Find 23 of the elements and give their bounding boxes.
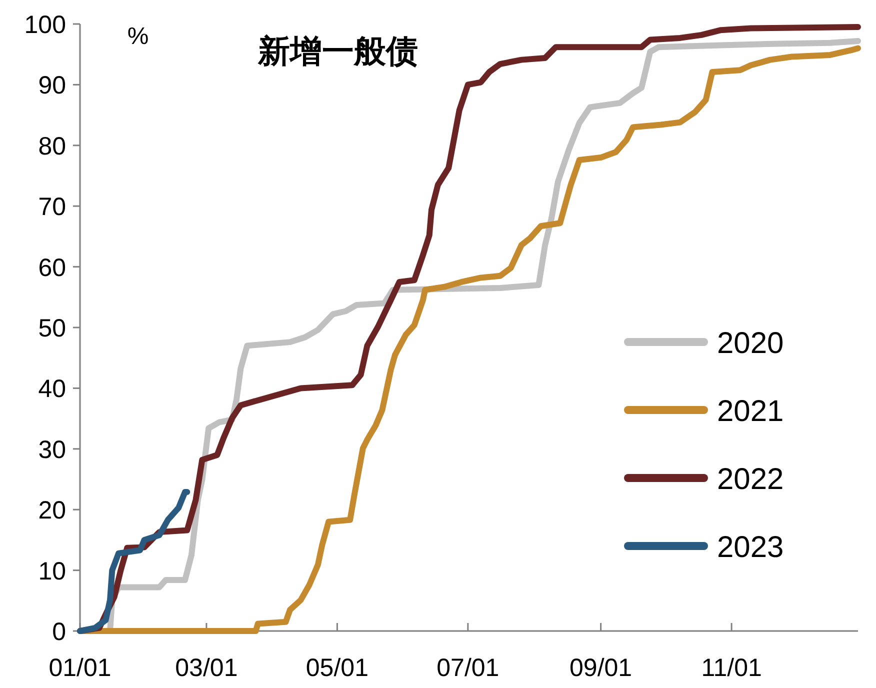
- y-tick-label: 60: [38, 254, 66, 282]
- legend-label: 2022: [717, 463, 784, 496]
- x-tick-label: 01/01: [48, 654, 112, 682]
- y-tick-label: 100: [24, 11, 66, 39]
- x-tick-label: 03/01: [175, 654, 238, 682]
- y-tick-label: 50: [38, 314, 66, 342]
- y-tick-label: 80: [38, 132, 66, 160]
- chart-title: 新增一般债: [257, 33, 418, 69]
- x-tick-label: 11/01: [701, 654, 762, 682]
- y-axis-title: %: [127, 23, 149, 50]
- y-tick-label: 90: [38, 72, 66, 100]
- y-tick-label: 70: [38, 193, 66, 222]
- legend-label: 2020: [717, 327, 784, 360]
- legend-label: 2021: [717, 395, 784, 428]
- legend-label: 2023: [717, 531, 784, 564]
- x-tick-label: 07/01: [436, 654, 500, 682]
- y-tick-label: 20: [38, 496, 66, 525]
- x-tick-label: 09/01: [570, 654, 632, 682]
- x-tick-label: 05/01: [306, 654, 368, 682]
- y-tick-label: 30: [38, 436, 66, 464]
- y-tick-label: 0: [52, 618, 66, 646]
- y-tick-label: 40: [38, 375, 66, 404]
- y-tick-label: 10: [38, 557, 66, 586]
